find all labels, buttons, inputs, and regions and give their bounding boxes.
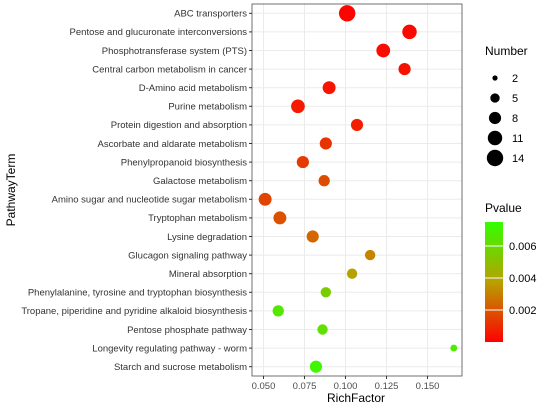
- category-label: ABC transporters: [174, 9, 247, 20]
- color-legend-title: Pvalue: [485, 201, 522, 215]
- data-point: [319, 137, 332, 150]
- category-label: Phosphotransferase system (PTS): [102, 46, 247, 57]
- data-point: [258, 192, 272, 206]
- category-label: Mineral absorption: [169, 269, 247, 280]
- x-tick-label: 0.150: [416, 381, 440, 392]
- size-legend: Number 2 5 8 11 14: [485, 44, 528, 167]
- category-label: Tropane, piperidine and pyridine alkaloi…: [21, 306, 247, 317]
- x-axis-ticks: 0.050 0.075 0.100 0.125 0.150: [252, 376, 440, 392]
- plot-background: [252, 4, 462, 376]
- y-axis-labels: ABC transporters Pentose and glucuronate …: [21, 9, 252, 373]
- y-axis-title: PathwayTerm: [4, 154, 18, 227]
- data-point: [322, 81, 336, 95]
- category-label: Central carbon metabolism in cancer: [92, 64, 247, 75]
- colorbar-label: 0.002: [509, 305, 537, 317]
- size-legend-label: 14: [512, 153, 524, 165]
- data-point: [309, 360, 323, 373]
- data-point: [346, 268, 358, 279]
- size-legend-label: 11: [512, 133, 523, 145]
- category-label: Phenylalanine, tyrosine and tryptophan b…: [28, 288, 247, 299]
- data-point: [350, 118, 364, 131]
- color-legend: Pvalue 0.006 0.004 0.002: [485, 201, 537, 342]
- data-point: [364, 249, 376, 261]
- x-tick-label: 0.100: [334, 381, 358, 392]
- plot-panel: [251, 3, 463, 377]
- data-point: [317, 324, 328, 335]
- size-legend-dot: [490, 93, 500, 103]
- category-label: Purine metabolism: [168, 102, 247, 113]
- data-point: [398, 63, 411, 76]
- data-point: [320, 287, 332, 298]
- category-label: Amino sugar and nucleotide sugar metabol…: [52, 195, 247, 206]
- category-label: Glucagon signaling pathway: [128, 250, 247, 261]
- x-tick-label: 0.125: [375, 381, 399, 392]
- data-point: [450, 344, 458, 352]
- size-legend-label: 2: [512, 73, 518, 85]
- x-axis-title: RichFactor: [327, 391, 385, 405]
- size-legend-title: Number: [485, 44, 528, 58]
- category-label: Pentose and glucuronate interconversions: [70, 27, 248, 38]
- category-label: Protein digestion and absorption: [111, 120, 247, 131]
- size-legend-dot: [488, 111, 502, 125]
- colorbar-label: 0.006: [509, 241, 537, 253]
- category-label: Galactose metabolism: [153, 176, 247, 187]
- data-point: [376, 43, 391, 58]
- category-label: Starch and sucrose metabolism: [114, 362, 247, 373]
- pvalue-colorbar: [485, 222, 503, 342]
- category-label: Lysine degradation: [167, 232, 247, 243]
- panel-border: [251, 3, 463, 377]
- category-label: Longevity regulating pathway - worm: [92, 343, 247, 354]
- category-label: Ascorbate and aldarate metabolism: [98, 139, 248, 150]
- size-legend-label: 8: [512, 113, 518, 125]
- category-label: Tryptophan metabolism: [148, 213, 247, 224]
- data-point: [306, 230, 319, 243]
- data-point: [272, 305, 284, 317]
- data-point: [402, 24, 417, 40]
- size-legend-dot: [492, 75, 498, 81]
- category-label: D-Amino acid metabolism: [139, 83, 247, 94]
- category-label: Pentose phosphate pathway: [127, 325, 247, 336]
- size-legend-dot: [486, 149, 504, 167]
- x-tick-label: 0.075: [293, 381, 317, 392]
- data-point: [338, 5, 356, 22]
- data-point: [291, 99, 305, 114]
- data-point: [318, 175, 330, 187]
- size-legend-label: 5: [512, 93, 518, 105]
- x-tick-label: 0.050: [252, 381, 276, 392]
- data-point: [296, 156, 309, 169]
- colorbar-label: 0.004: [509, 273, 537, 285]
- category-label: Phenylpropanoid biosynthesis: [121, 157, 247, 168]
- data-points: [258, 5, 458, 373]
- size-legend-dot: [487, 130, 503, 146]
- data-point: [273, 211, 287, 225]
